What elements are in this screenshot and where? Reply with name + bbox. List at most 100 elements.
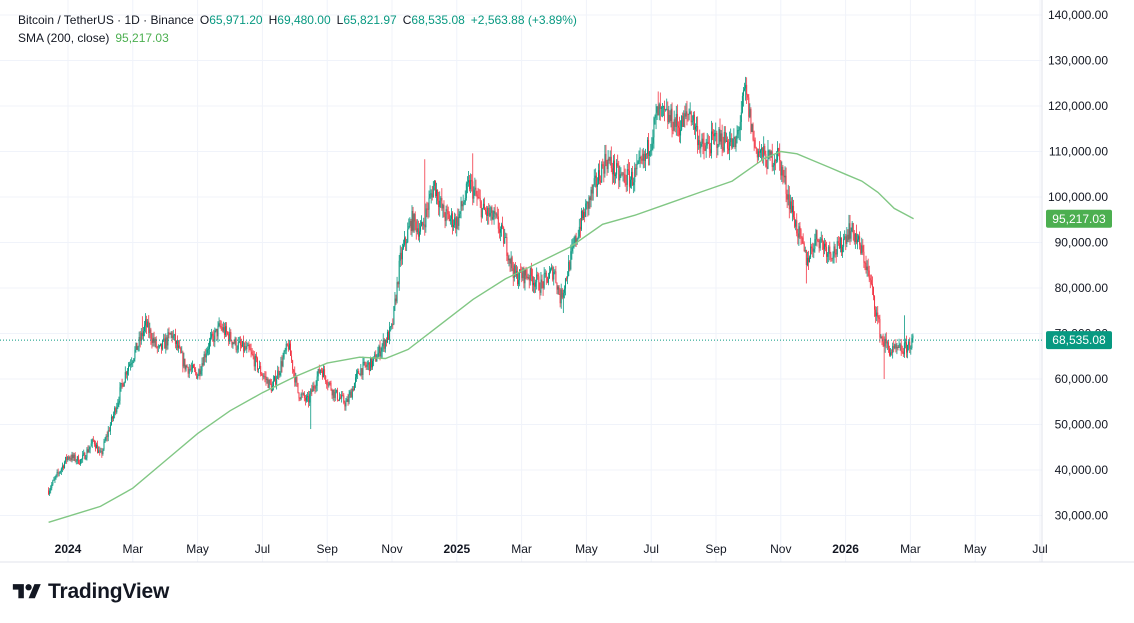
candle-body — [617, 163, 619, 166]
candle-body — [224, 326, 226, 335]
candle-body — [157, 346, 159, 348]
candle-body — [175, 341, 177, 344]
candle-body — [696, 126, 698, 127]
candle-body — [891, 352, 893, 354]
candle-body — [587, 201, 589, 209]
candle-body — [245, 346, 247, 350]
candle-body — [148, 321, 150, 333]
candle-body — [126, 370, 128, 375]
candle-body — [188, 368, 190, 374]
candle-body — [702, 138, 704, 144]
candle-body — [734, 136, 736, 147]
candle-body — [460, 201, 462, 212]
candle-body — [844, 236, 846, 239]
candle-body — [568, 261, 570, 277]
candle-body — [433, 180, 435, 186]
candle-body — [65, 457, 67, 463]
candle-body — [670, 108, 672, 121]
candle-body — [713, 133, 715, 137]
candle-body — [249, 348, 251, 351]
candle-body — [265, 376, 267, 380]
candle-body — [908, 341, 910, 345]
last-price-tag — [1046, 331, 1112, 350]
candle-body — [529, 268, 531, 281]
candle-body — [801, 237, 803, 239]
candle-body — [601, 164, 603, 183]
candle-body — [681, 115, 683, 130]
candle-body — [901, 351, 903, 353]
candle-body — [284, 350, 286, 352]
candle-body — [331, 389, 333, 396]
symbol-title[interactable]: Bitcoin / TetherUS · 1D · Binance — [18, 13, 194, 27]
candle-body — [189, 368, 191, 370]
candle-body — [731, 138, 733, 148]
y-tick-label: 50,000.00 — [1055, 418, 1109, 432]
candle-body — [813, 248, 815, 252]
candle-body — [57, 472, 59, 474]
candle-body — [802, 237, 804, 244]
time-axis[interactable]: 2024 Mar May Jul Sep Nov 2025 Mar May Jul Sep Nov 20… — [55, 542, 1048, 556]
candle-body — [48, 490, 50, 495]
price-axis[interactable]: 30,000.0040,000.0050,000.0060,000.0070,0… — [1048, 8, 1108, 523]
candle-body — [264, 376, 266, 378]
candle-body — [600, 180, 602, 183]
candle-body — [204, 354, 206, 358]
candle-body — [612, 160, 614, 175]
candles-layer — [48, 76, 914, 496]
candle-body — [845, 236, 847, 244]
candle-body — [485, 210, 487, 212]
candle-body — [135, 342, 137, 350]
candle-body — [501, 224, 503, 230]
candle-body — [559, 294, 561, 304]
candle-body — [847, 234, 849, 240]
candle-body — [629, 179, 631, 187]
candle-body — [596, 183, 598, 187]
candle-body — [344, 402, 346, 407]
candle-body — [622, 173, 624, 175]
candle-body — [758, 151, 760, 153]
candle-body — [772, 165, 774, 167]
candle-body — [710, 131, 712, 154]
candle-body — [512, 268, 514, 278]
open-label: O — [199, 13, 210, 27]
candle-body — [391, 323, 393, 327]
candle-body — [229, 332, 231, 342]
candle-body — [139, 336, 141, 341]
candle-body — [863, 251, 865, 263]
sma-label[interactable]: SMA (200, close) — [18, 31, 110, 45]
chart-area[interactable]: 30,000.0040,000.0050,000.0060,000.0070,0… — [0, 0, 1134, 570]
candle-body — [637, 161, 639, 164]
candle-body — [353, 383, 355, 391]
candle-body — [691, 120, 693, 123]
candle-body — [179, 345, 181, 348]
candle-body — [398, 260, 400, 285]
sma-200-line — [48, 150, 914, 523]
candle-body — [768, 150, 770, 152]
candle-body — [850, 231, 852, 239]
candle-body — [392, 323, 394, 325]
candle-body — [332, 389, 334, 396]
candle-body — [773, 160, 775, 166]
candle-body — [302, 393, 304, 395]
candle-body — [658, 104, 660, 116]
candle-body — [590, 189, 592, 200]
candle-body — [89, 446, 91, 450]
candle-body — [519, 269, 521, 281]
candle-body — [580, 211, 582, 230]
x-tick-label: Jul — [1032, 542, 1047, 556]
candle-body — [898, 344, 900, 348]
price-tags: 95,217.03 68,535.08 — [1046, 209, 1112, 350]
candle-body — [607, 158, 609, 170]
candle-body — [783, 175, 785, 178]
candle-body — [401, 248, 403, 260]
candle-body — [440, 198, 442, 201]
candle-body — [172, 335, 174, 339]
tradingview-brand[interactable]: TradingView — [12, 580, 169, 604]
candle-body — [795, 220, 797, 227]
candle-body — [672, 130, 674, 131]
candle-body — [466, 182, 468, 184]
candle-body — [846, 234, 848, 244]
candle-body — [382, 339, 384, 347]
candle-body — [582, 211, 584, 219]
candle-body — [81, 459, 83, 460]
